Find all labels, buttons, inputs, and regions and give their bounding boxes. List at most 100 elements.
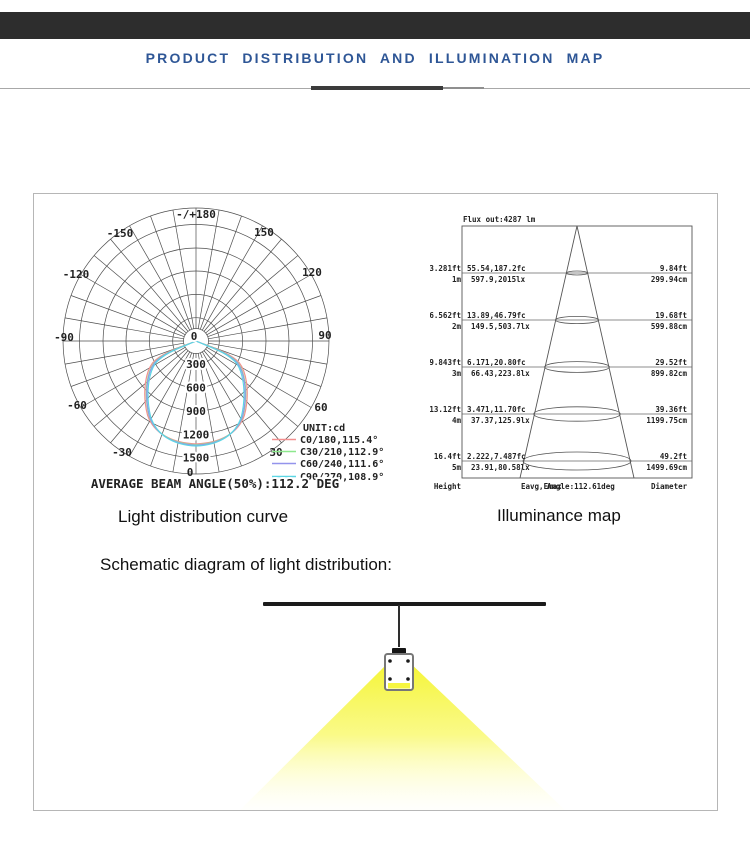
polar-legend: UNIT:cd C0/180,115.4° C30/210,112.9° C60… <box>272 423 384 483</box>
lx-value-3m: 66.43,223.8lx <box>471 369 530 378</box>
top-bar <box>0 12 750 39</box>
fixture-body <box>384 653 414 691</box>
fc-value-1m: 55.54,187.2fc <box>467 264 526 273</box>
spot-ellipse-3m <box>544 361 610 373</box>
angle-label-30: 30 <box>269 446 282 459</box>
diameter-ft-2m: 19.68ft <box>655 311 687 320</box>
radial-label-600: 600 <box>186 382 206 395</box>
lx-value-1m: 597.9,2015lx <box>471 275 526 284</box>
beam-polygon <box>240 660 565 810</box>
illuminance-row-1m: 3.281ft 1m 55.54,187.2fc 597.9,2015lx 9.… <box>430 264 692 284</box>
curve-c60-240 <box>146 340 246 446</box>
content-panel: -/+180 -150 150 -120 120 -90 90 -60 60 -… <box>33 193 718 811</box>
average-beam-angle-label: AVERAGE BEAM ANGLE(50%):112.2 DEG <box>91 476 339 491</box>
spot-ellipse-5m <box>522 451 632 471</box>
angle-label-120: 120 <box>302 266 322 279</box>
divider-dark-segment <box>311 86 443 90</box>
polar-grid <box>62 207 330 475</box>
diameter-ft-5m: 49.2ft <box>660 452 687 461</box>
illuminance-row-3m: 9.843ft 3m 6.171,20.80fc 66.43,223.8lx 2… <box>430 358 692 378</box>
radial-label-1500: 1500 <box>183 452 210 465</box>
footer-angle-label: Angle:112.61deg <box>547 482 615 491</box>
height-m-4m: 4m <box>452 416 462 425</box>
illuminance-row-5m: 16.4ft 5m 2.222,7.487fc 23.91,80.58lx 49… <box>434 451 692 472</box>
spot-ellipse-1m <box>565 270 589 276</box>
illuminance-row-2m: 6.562ft 2m 13.89,46.79fc 149.5,503.7lx 1… <box>430 311 692 331</box>
curve-c0-180 <box>144 340 248 445</box>
angle-label--150: -150 <box>107 227 134 240</box>
height-m-2m: 2m <box>452 322 462 331</box>
diameter-cm-5m: 1499.69cm <box>646 463 687 472</box>
height-ft-5m: 16.4ft <box>434 452 461 461</box>
flux-out-label: Flux out:4287 lm <box>463 215 536 224</box>
height-ft-1m: 3.281ft <box>430 264 461 273</box>
spot-ellipse-4m <box>533 406 621 422</box>
ceiling-bar <box>263 602 546 606</box>
cone-left-edge <box>519 225 578 479</box>
caption-light-distribution: Light distribution curve <box>118 507 289 526</box>
legend-label-c30: C30/210,112.9° <box>300 447 384 458</box>
fixture-lens-glow <box>388 683 410 689</box>
diameter-ft-3m: 29.52ft <box>655 358 687 367</box>
screw-top-left <box>388 659 392 663</box>
height-m-1m: 1m <box>452 275 462 284</box>
diameter-cm-4m: 1199.75cm <box>646 416 687 425</box>
height-ft-3m: 9.843ft <box>430 358 461 367</box>
angle-label--30: -30 <box>112 446 132 459</box>
height-m-5m: 5m <box>452 463 462 472</box>
angle-label--120: -120 <box>63 268 90 281</box>
lx-value-2m: 149.5,503.7lx <box>471 322 530 331</box>
height-m-3m: 3m <box>452 369 462 378</box>
illuminance-footer: Height Eavg,Emax Angle:112.61deg Diamete… <box>434 482 688 491</box>
legend-label-c90: C90/270,108.9° <box>300 472 384 483</box>
fc-value-2m: 13.89,46.79fc <box>467 311 526 320</box>
height-ft-4m: 13.12ft <box>430 405 461 414</box>
pendant-light-fixture <box>384 648 414 691</box>
radial-label-0: 0 <box>191 330 198 343</box>
illuminance-map-chart: Flux out:4287 lm 3.281ft 1m 55.54,187.2f… <box>430 215 693 491</box>
radial-label-1200: 1200 <box>183 429 210 442</box>
screw-top-right <box>406 659 410 663</box>
light-beam-cone <box>240 660 565 810</box>
lx-value-4m: 37.37,125.9lx <box>471 416 530 425</box>
polar-curves <box>144 340 248 447</box>
angle-label--60: -60 <box>67 399 87 412</box>
polar-radial-labels: 0 300 600 900 1200 1500 <box>181 328 212 467</box>
caption-schematic: Schematic diagram of light distribution: <box>100 555 392 574</box>
screw-bottom-left <box>388 677 392 681</box>
angle-label-0: 0 <box>187 466 194 479</box>
diameter-cm-3m: 899.82cm <box>651 369 688 378</box>
diameter-ft-1m: 9.84ft <box>660 264 687 273</box>
diameter-ft-4m: 39.36ft <box>655 405 687 414</box>
divider-mid-segment <box>443 87 484 89</box>
legend-label-c0: C0/180,115.4° <box>300 435 378 446</box>
fc-value-3m: 6.171,20.80fc <box>467 358 526 367</box>
page-title: PRODUCT DISTRIBUTION AND ILLUMINATION MA… <box>145 50 605 66</box>
cone-right-edge <box>576 225 635 479</box>
caption-illuminance-map: Illuminance map <box>497 506 621 525</box>
lx-value-5m: 23.91,80.58lx <box>471 463 530 472</box>
footer-height-label: Height <box>434 482 461 491</box>
fc-value-5m: 2.222,7.487fc <box>467 452 526 461</box>
legend-unit-label: UNIT:cd <box>303 423 345 434</box>
fc-value-4m: 3.471,11.70fc <box>467 405 526 414</box>
spot-ellipse-2m <box>555 316 600 325</box>
radial-label-900: 900 <box>186 405 206 418</box>
angle-label-90: 90 <box>318 329 331 342</box>
polar-angle-labels: -/+180 -150 150 -120 120 -90 90 -60 60 -… <box>54 208 332 479</box>
footer-diameter-label: Diameter <box>651 482 688 491</box>
curve-c90-270 <box>147 340 245 447</box>
angle-label-150: 150 <box>254 226 274 239</box>
footer-eavg-label: Eavg,Emax <box>521 482 562 491</box>
angle-label-60: 60 <box>314 401 327 414</box>
screw-bottom-right <box>406 677 410 681</box>
diameter-cm-1m: 299.94cm <box>651 275 688 284</box>
diameter-cm-2m: 599.88cm <box>651 322 688 331</box>
illuminance-row-4m: 13.12ft 4m 3.471,11.70fc 37.37,125.9lx 3… <box>430 405 692 425</box>
light-distribution-polar-chart: -/+180 -150 150 -120 120 -90 90 -60 60 -… <box>54 207 384 493</box>
suspension-cable <box>398 605 400 647</box>
angle-label--90: -90 <box>54 331 74 344</box>
angle-label-180: -/+180 <box>176 208 216 221</box>
radial-label-300: 300 <box>186 358 206 371</box>
